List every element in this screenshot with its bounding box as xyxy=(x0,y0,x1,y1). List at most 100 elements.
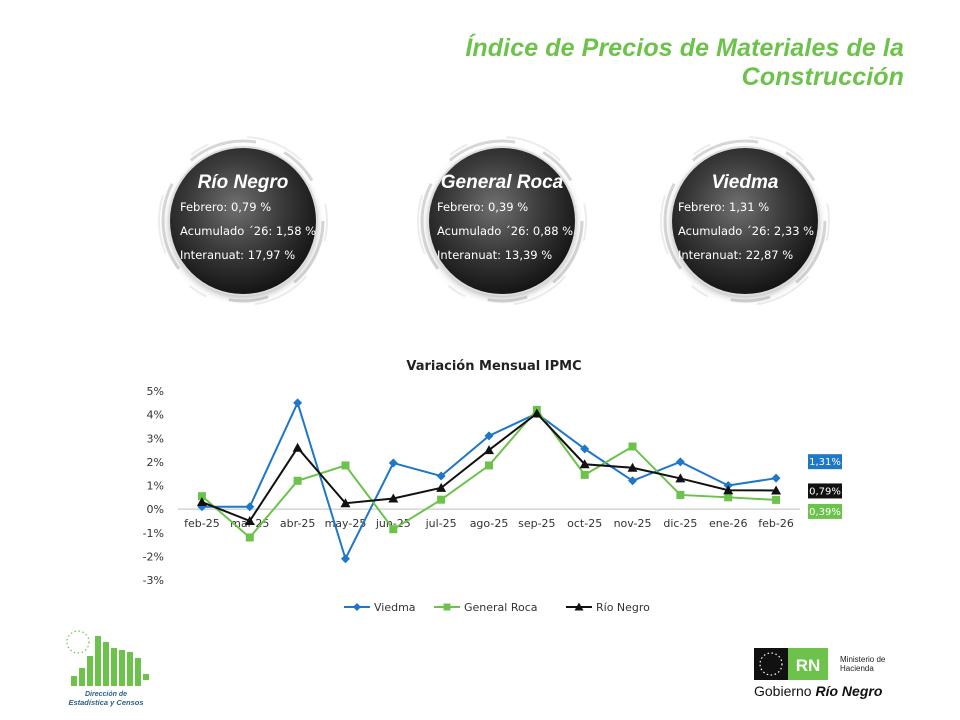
x-tick-label: oct-25 xyxy=(567,517,602,530)
data-point xyxy=(627,462,638,472)
data-point xyxy=(340,498,351,508)
rn-badge: RN xyxy=(796,656,821,675)
card-rio-negro: Río Negro Febrero: 0,79 % Acumulado ´26:… xyxy=(158,136,328,306)
gobierno-name: Gobierno Río Negro xyxy=(754,683,883,699)
y-tick-label: 0% xyxy=(147,503,164,516)
data-point xyxy=(580,470,589,479)
data-point xyxy=(771,473,781,483)
logo-stars-icon xyxy=(66,630,90,654)
chart-title: Variación Mensual IPMC xyxy=(406,359,581,374)
card-line-yoy: Interanuat: 22,87 % xyxy=(678,248,794,262)
legend-marker xyxy=(353,603,361,611)
card-line-yoy: Interanuat: 17,97 % xyxy=(180,248,296,262)
card-line-accum: Acumulado ´26: 1,58 % xyxy=(180,224,317,238)
data-point xyxy=(389,525,398,534)
gobierno-logo: RN Ministerio de Hacienda Gobierno Río N… xyxy=(754,648,886,699)
x-tick-label: jun-25 xyxy=(375,517,411,530)
card-line-month: Febrero: 0,39 % xyxy=(437,200,529,214)
data-point xyxy=(772,495,781,504)
legend-label: Río Negro xyxy=(596,601,650,614)
data-point xyxy=(196,497,207,507)
data-point xyxy=(293,398,303,408)
data-point xyxy=(293,476,302,485)
legend-marker xyxy=(443,603,451,611)
card-disc xyxy=(429,148,575,294)
data-point xyxy=(580,444,590,454)
end-label-box xyxy=(808,503,842,519)
end-label-box xyxy=(808,483,842,499)
ring-decoration xyxy=(417,136,587,306)
logo-text-1: Dirección de xyxy=(85,691,127,698)
x-tick-label: nov-25 xyxy=(614,517,652,530)
data-point xyxy=(628,442,637,451)
x-tick-label: jul-25 xyxy=(425,517,457,530)
ministry-line-1: Ministerio de xyxy=(840,655,886,664)
x-tick-label: feb-25 xyxy=(184,517,220,530)
data-point xyxy=(484,431,494,441)
line-chart: Variación Mensual IPMC 5% 4% 3% 2% 1% 0% -1% -2%… xyxy=(143,359,842,614)
data-point xyxy=(771,485,782,495)
x-tick-label: abr-25 xyxy=(280,517,316,530)
data-point xyxy=(485,461,493,470)
page-title: Índice de Precios de Materiales de la Co… xyxy=(465,34,904,91)
data-point xyxy=(340,554,350,564)
card-name: Río Negro xyxy=(197,172,289,193)
data-point xyxy=(245,533,254,542)
data-point xyxy=(388,493,399,503)
y-tick-label: 1% xyxy=(147,480,164,493)
card-line-accum: Acumulado ´26: 2,33 % xyxy=(678,224,815,238)
stars-icon xyxy=(759,652,783,676)
data-point xyxy=(676,490,685,499)
ring-decoration xyxy=(660,136,830,306)
x-tick-label: feb-26 xyxy=(758,517,794,530)
y-tick-label: 3% xyxy=(147,432,164,445)
card-general-roca: General Roca Febrero: 0,39 % Acumulado ´… xyxy=(417,136,587,306)
y-tick-label: 4% xyxy=(147,409,164,422)
card-disc xyxy=(170,148,316,294)
data-point xyxy=(579,459,590,469)
data-point xyxy=(436,482,447,492)
data-point xyxy=(388,458,398,468)
end-label: 1,31% xyxy=(809,457,841,468)
end-label: 0,39% xyxy=(809,507,841,518)
legend-marker xyxy=(574,602,584,611)
card-line-yoy: Interanuat: 13,39 % xyxy=(437,248,553,262)
ministry-line-2: Hacienda xyxy=(840,664,874,673)
gov-prefix: Gobierno xyxy=(754,683,815,699)
card-line-accum: Acumulado ´26: 0,88 % xyxy=(437,224,574,238)
x-tick-label: ene-26 xyxy=(709,517,747,530)
data-point xyxy=(436,471,446,481)
legend-label: Viedma xyxy=(374,601,416,614)
data-point xyxy=(484,445,494,455)
data-point xyxy=(244,515,255,525)
data-point xyxy=(341,461,350,470)
data-point xyxy=(292,442,303,452)
y-tick-label: -3% xyxy=(143,574,164,587)
card-line-month: Febrero: 1,31 % xyxy=(678,200,770,214)
card-disc xyxy=(672,148,818,294)
end-label: 0,79% xyxy=(809,486,841,497)
data-point xyxy=(531,408,542,418)
end-label-box xyxy=(808,454,842,470)
data-point xyxy=(723,485,734,495)
logo-text-2: Estadística y Censos xyxy=(68,698,143,707)
y-tick-label: -2% xyxy=(143,550,164,563)
y-tick-label: -1% xyxy=(143,527,164,540)
card-viedma: Viedma Febrero: 1,31 % Acumulado ´26: 2,… xyxy=(660,136,830,306)
x-tick-label: dic-25 xyxy=(663,517,697,530)
gov-name: Río Negro xyxy=(815,683,882,699)
data-point xyxy=(245,502,255,512)
data-point xyxy=(628,476,638,486)
x-tick-label: sep-25 xyxy=(518,517,555,530)
x-tick-label: ago-25 xyxy=(470,517,509,530)
card-name: Viedma xyxy=(711,172,779,193)
estadistica-logo: Dirección de Estadística y Censos xyxy=(66,630,149,707)
y-tick-label: 2% xyxy=(147,456,164,469)
card-name: General Roca xyxy=(440,172,564,193)
y-tick-label: 5% xyxy=(147,385,164,398)
data-point xyxy=(675,457,685,467)
data-point xyxy=(197,492,206,501)
data-point xyxy=(675,473,686,483)
data-point xyxy=(437,495,446,504)
card-line-month: Febrero: 0,79 % xyxy=(180,200,272,214)
